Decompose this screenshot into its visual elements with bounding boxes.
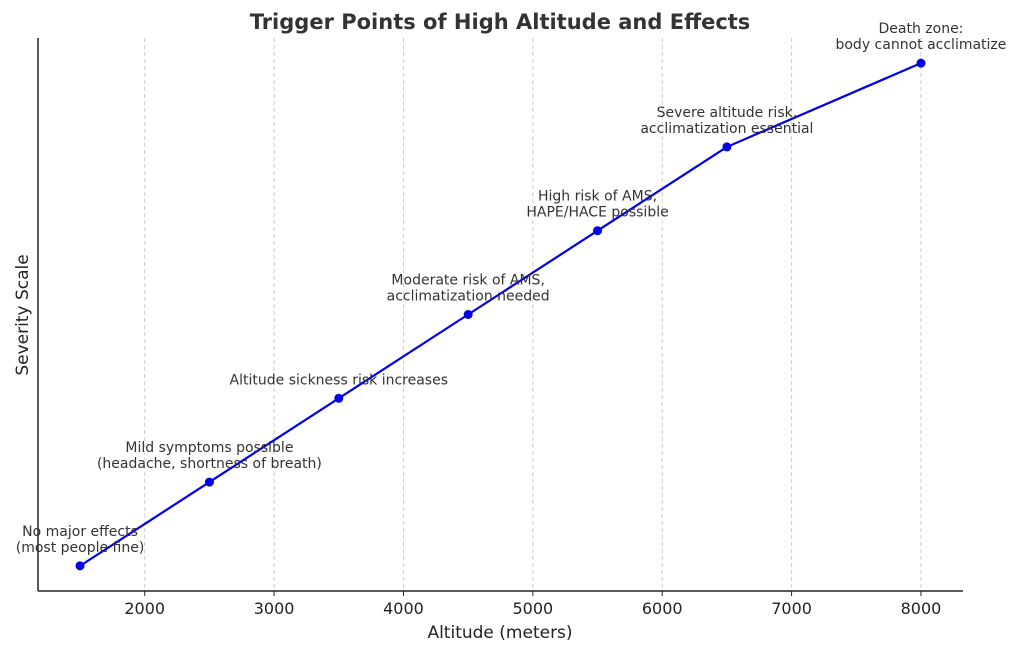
grid xyxy=(144,38,922,591)
x-tick-label: 4000 xyxy=(383,599,424,618)
x-axis-ticks: 2000 3000 4000 5000 6000 7000 8000 xyxy=(124,591,941,618)
data-point xyxy=(334,393,344,403)
data-point xyxy=(916,58,926,68)
x-tick-label: 5000 xyxy=(512,599,553,618)
x-tick-label: 8000 xyxy=(901,599,942,618)
data-point xyxy=(75,561,85,571)
annotation: High risk of AMS, HAPE/HACE possible xyxy=(526,189,668,221)
x-axis-label: Altitude (meters) xyxy=(427,623,572,643)
x-tick-label: 2000 xyxy=(124,599,165,618)
y-axis-label: Severity Scale xyxy=(13,254,33,375)
x-tick-label: 3000 xyxy=(254,599,295,618)
annotation: No major effects (most people fine) xyxy=(16,524,145,556)
annotations: No major effects (most people fine) Mild s… xyxy=(16,21,1007,556)
data-point xyxy=(722,142,732,152)
chart-title: Trigger Points of High Altitude and Effe… xyxy=(250,10,751,34)
x-tick-label: 6000 xyxy=(642,599,683,618)
series xyxy=(75,58,926,571)
data-point xyxy=(204,477,214,487)
x-tick-label: 7000 xyxy=(771,599,812,618)
annotation: Moderate risk of AMS, acclimatization nee… xyxy=(387,273,550,305)
annotation: Severe altitude risk, acclimatization ess… xyxy=(640,105,813,137)
annotation: Altitude sickness risk increases xyxy=(230,372,448,388)
series-line xyxy=(79,62,922,567)
data-point xyxy=(593,226,603,236)
data-point xyxy=(463,310,473,319)
annotation: Mild symptoms possible (headache, shortne… xyxy=(97,440,322,472)
annotation: Death zone: body cannot acclimatize xyxy=(835,21,1006,53)
